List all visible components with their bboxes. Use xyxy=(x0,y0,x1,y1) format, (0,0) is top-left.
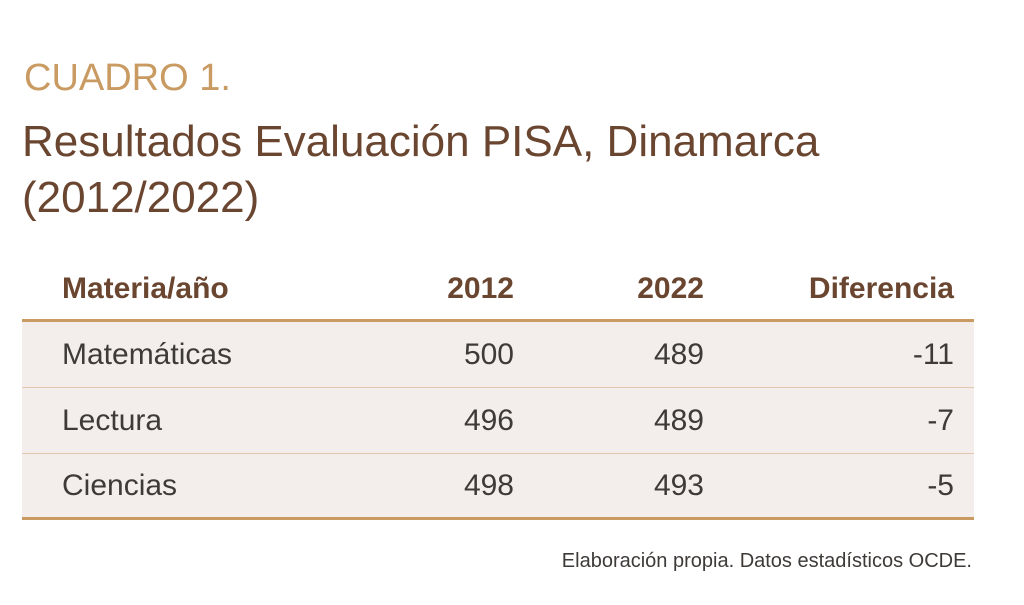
table-row: Lectura 496 489 -7 xyxy=(22,388,974,454)
table-row: Ciencias 498 493 -5 xyxy=(22,454,974,520)
table-label: CUADRO 1. xyxy=(24,57,231,99)
table-title: Resultados Evaluación PISA, Dinamarca (2… xyxy=(22,114,819,226)
difference-cell: -5 xyxy=(927,468,954,502)
difference-cell: -7 xyxy=(927,403,954,437)
title-line-2: (2012/2022) xyxy=(22,173,260,222)
column-header-2022: 2022 xyxy=(637,271,704,305)
score-2012-cell: 496 xyxy=(463,403,514,437)
subject-cell: Ciencias xyxy=(62,468,178,502)
score-2022-cell: 489 xyxy=(653,337,704,371)
table-header-row: Materia/año 2012 2022 Diferencia xyxy=(22,258,974,322)
pisa-results-table: Materia/año 2012 2022 Diferencia Matemát… xyxy=(22,258,974,520)
difference-cell: -11 xyxy=(912,337,954,371)
score-2022-cell: 489 xyxy=(653,403,704,437)
column-header-difference: Diferencia xyxy=(808,271,954,305)
score-2012-cell: 500 xyxy=(463,337,514,371)
subject-cell: Lectura xyxy=(62,403,163,437)
column-header-subject: Materia/año xyxy=(62,271,229,305)
score-2022-cell: 493 xyxy=(653,468,704,502)
title-line-1: Resultados Evaluación PISA, Dinamarca xyxy=(22,117,820,166)
score-2012-cell: 498 xyxy=(463,468,514,502)
table-row: Matemáticas 500 489 -11 xyxy=(22,322,974,388)
subject-cell: Matemáticas xyxy=(62,337,233,371)
source-note: Elaboración propia. Datos estadísticos O… xyxy=(561,550,972,572)
column-header-2012: 2012 xyxy=(447,271,514,305)
